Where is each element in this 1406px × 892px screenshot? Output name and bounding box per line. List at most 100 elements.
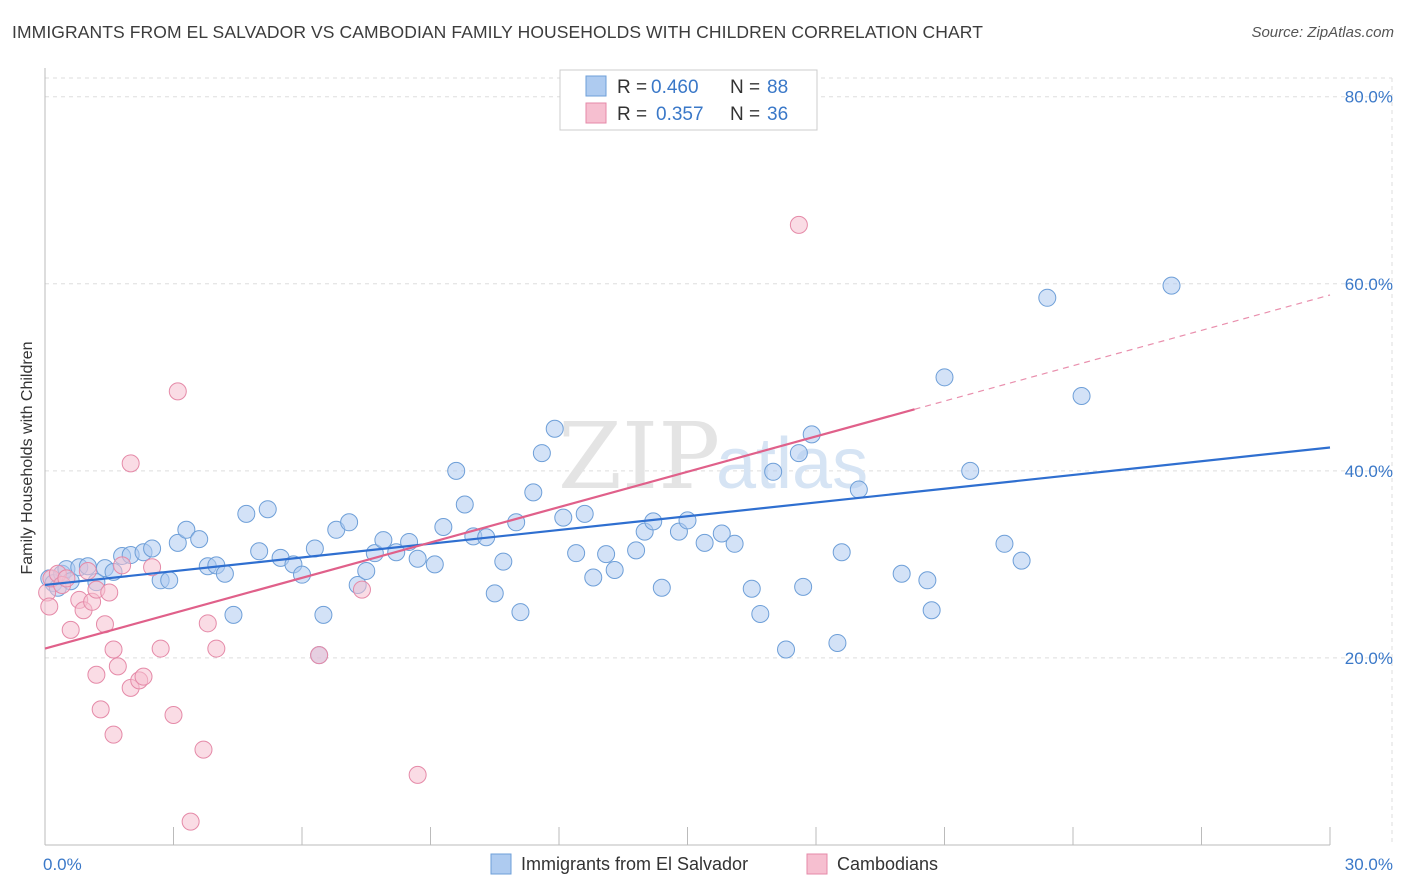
series-cambodians-points	[38, 215, 808, 831]
point-el-salvador	[340, 513, 359, 532]
point-el-salvador	[511, 603, 530, 622]
y-tick-label: 60.0%	[1345, 275, 1393, 294]
point-el-salvador	[575, 504, 594, 523]
point-el-salvador	[597, 545, 616, 564]
point-cambodians	[194, 740, 213, 759]
point-el-salvador	[961, 461, 980, 480]
bottom-legend-label-el-salvador: Immigrants from El Salvador	[521, 854, 748, 874]
point-cambodians	[87, 665, 106, 684]
point-cambodians	[207, 639, 226, 658]
trend-lines	[44, 294, 1331, 650]
point-cambodians	[168, 382, 187, 401]
point-el-salvador	[143, 539, 162, 558]
legend-n-label-1: N =	[730, 77, 760, 98]
point-el-salvador	[584, 568, 603, 587]
y-tick-label: 40.0%	[1345, 462, 1393, 481]
source-credit: Source: ZipAtlas.com	[1251, 24, 1394, 41]
point-el-salvador	[725, 534, 744, 553]
point-el-salvador	[455, 495, 474, 514]
point-el-salvador	[190, 530, 209, 549]
point-el-salvador	[1038, 288, 1057, 307]
x-tick-label: 0.0%	[43, 855, 82, 874]
point-cambodians	[408, 765, 427, 784]
point-el-salvador	[554, 508, 573, 527]
tick-labels: 20.0% 40.0% 60.0% 80.0% 0.0% 30.0%	[43, 88, 1393, 874]
point-el-salvador	[485, 584, 504, 603]
point-el-salvador	[258, 500, 277, 519]
point-el-salvador	[168, 533, 187, 552]
legend-n-label-2: N =	[730, 104, 760, 125]
trend-line-cambodians-extension	[914, 294, 1331, 410]
point-el-salvador	[1012, 551, 1031, 570]
point-cambodians	[134, 667, 153, 686]
point-el-salvador	[545, 419, 564, 438]
point-el-salvador	[995, 534, 1014, 553]
point-el-salvador	[237, 504, 256, 523]
trend-line-el-salvador	[44, 446, 1331, 587]
point-el-salvador	[434, 517, 453, 536]
y-tick-label: 20.0%	[1345, 649, 1393, 668]
point-el-salvador	[742, 579, 761, 598]
point-el-salvador	[314, 605, 333, 624]
point-el-salvador	[922, 601, 941, 620]
point-el-salvador	[605, 561, 624, 580]
bottom-legend-swatch-blue	[490, 853, 512, 875]
point-el-salvador	[751, 604, 770, 623]
point-el-salvador	[357, 561, 376, 580]
point-cambodians	[151, 639, 170, 658]
bottom-legend-swatch-pink	[806, 853, 828, 875]
legend-n-value-2: 36	[767, 104, 788, 125]
point-cambodians	[104, 725, 123, 744]
point-el-salvador	[828, 633, 847, 652]
chart-title: IMMIGRANTS FROM EL SALVADOR VS CAMBODIAN…	[12, 22, 983, 42]
y-tick-label: 80.0%	[1345, 88, 1393, 107]
point-el-salvador	[374, 531, 393, 550]
watermark: ZIP atlas	[558, 403, 868, 510]
point-el-salvador	[447, 461, 466, 480]
stats-legend: R = 0.460 N = 88 R = 0.357 N = 36	[559, 69, 818, 131]
point-cambodians	[310, 646, 329, 665]
point-el-salvador	[1162, 276, 1181, 295]
point-el-salvador	[215, 564, 234, 583]
point-el-salvador	[524, 483, 543, 502]
point-cambodians	[789, 215, 808, 234]
point-el-salvador	[892, 564, 911, 583]
point-el-salvador	[250, 542, 269, 561]
point-cambodians	[91, 700, 110, 719]
point-cambodians	[352, 580, 371, 599]
legend-n-value-1: 88	[767, 77, 788, 98]
point-el-salvador	[849, 480, 868, 499]
point-el-salvador	[494, 552, 513, 571]
legend-swatch-blue	[585, 75, 607, 97]
legend-r-value-1: 0.460	[651, 77, 699, 98]
point-cambodians	[113, 556, 132, 575]
point-cambodians	[121, 454, 140, 473]
point-el-salvador	[935, 368, 954, 387]
point-el-salvador	[627, 541, 646, 560]
legend-swatch-pink	[585, 102, 607, 124]
point-cambodians	[61, 620, 80, 639]
x-tick-label: 30.0%	[1345, 855, 1393, 874]
point-cambodians	[198, 614, 217, 633]
point-el-salvador	[224, 605, 243, 624]
point-el-salvador	[918, 571, 937, 590]
point-el-salvador	[777, 640, 796, 659]
point-cambodians	[108, 657, 127, 676]
point-el-salvador	[832, 543, 851, 562]
point-el-salvador	[177, 520, 196, 539]
series-legend: Immigrants from El Salvador Cambodians	[490, 853, 938, 875]
point-el-salvador	[712, 524, 731, 543]
point-cambodians	[100, 583, 119, 602]
point-cambodians	[143, 558, 162, 577]
point-el-salvador	[408, 549, 427, 568]
legend-r-label-1: R =	[617, 77, 647, 98]
point-el-salvador	[1072, 387, 1091, 406]
point-el-salvador	[425, 555, 444, 574]
y-axis-title: Family Households with Children	[19, 342, 36, 575]
point-el-salvador	[695, 533, 714, 552]
point-el-salvador	[764, 462, 783, 481]
point-el-salvador	[160, 571, 179, 590]
point-cambodians	[104, 640, 123, 659]
bottom-legend-label-cambodians: Cambodians	[837, 854, 938, 874]
